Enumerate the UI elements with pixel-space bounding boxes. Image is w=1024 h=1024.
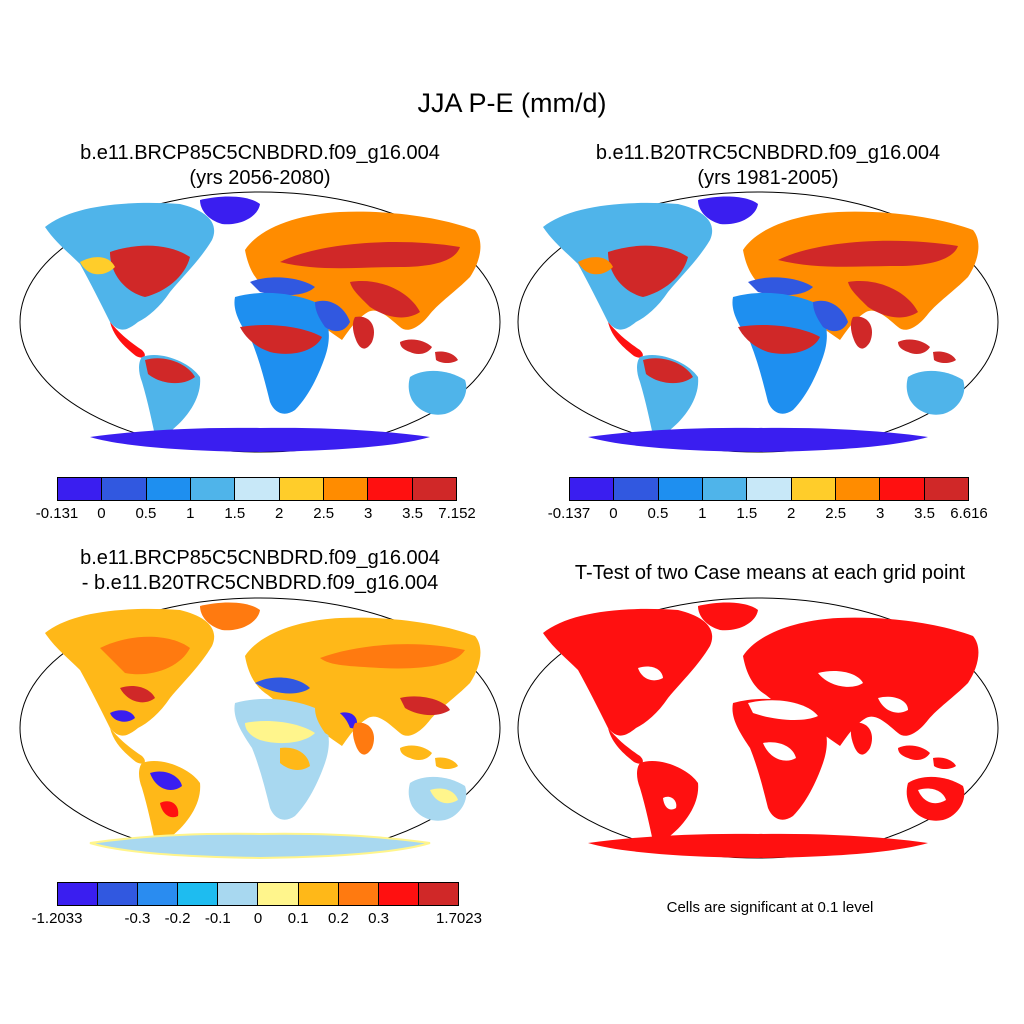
map-ttest-significance [517, 597, 999, 859]
colorbar-swatch [747, 478, 792, 500]
land-significant [543, 602, 979, 858]
colorbar-tick-label: 2.5 [313, 505, 335, 522]
colorbar-difference-labels: -1.2033 -0.3 -0.2 -0.1 0 0.1 0.2 0.3 1.7023 [32, 910, 482, 930]
colorbar-swatch [924, 478, 968, 500]
colorbar-tick-label: 0.1 [287, 910, 309, 927]
significance-note: Cells are significant at 0.1 level [666, 899, 874, 916]
colorbar-swatch [791, 478, 836, 500]
colorbar-tick-label: 1.5 [736, 505, 758, 522]
colorbar-tick-label: -0.3 [124, 910, 151, 927]
panel-title-difference-line2: - b.e11.B20TRC5CNBDRD.f09_g16.004 [81, 572, 439, 594]
panel-title-difference: b.e11.BRCP85C5CNBDRD.f09_g16.004 - b.e11… [20, 546, 500, 596]
colorbar-swatch [338, 883, 379, 905]
colorbar-tick-label: 3.5 [402, 505, 423, 522]
colorbar-tick-label: 1 [186, 505, 195, 522]
map-difference [19, 597, 501, 859]
colorbar-swatch [880, 478, 925, 500]
colorbar-difference [57, 882, 459, 906]
colorbar-swatch [146, 478, 191, 500]
colorbar-tick-label: 6.616 [950, 505, 988, 522]
colorbar-tick-label: 3.5 [914, 505, 935, 522]
colorbar-tick-label: 2 [787, 505, 796, 522]
colorbar-tick-label: -1.2033 [31, 910, 83, 927]
colorbar-swatch [258, 883, 299, 905]
map-future-climate [19, 191, 501, 453]
colorbar-tick-label: 0 [253, 910, 263, 927]
land-future [45, 196, 481, 452]
colorbar-historical-labels: -0.137 0 0.5 1 1.5 2 2.5 3 3.5 6.616 [548, 505, 988, 525]
panel-title-historical: b.e11.B20TRC5CNBDRD.f09_g16.004 (yrs 198… [528, 141, 1008, 191]
colorbar-tick-label: 0 [609, 505, 618, 522]
figure-title: JJA P-E (mm/d) [417, 88, 607, 118]
colorbar-swatch [835, 478, 881, 500]
colorbar-swatch [190, 478, 236, 500]
panel-title-future: b.e11.BRCP85C5CNBDRD.f09_g16.004 (yrs 20… [20, 141, 500, 191]
colorbar-swatch [279, 478, 324, 500]
colorbar-swatch [418, 883, 458, 905]
colorbar-tick-label: 2 [275, 505, 284, 522]
panel-title-future-line2: (yrs 2056-2080) [189, 167, 331, 189]
land-historical [543, 196, 979, 452]
colorbar-tick-label: 1.5 [224, 505, 246, 522]
panel-title-future-line1: b.e11.BRCP85C5CNBDRD.f09_g16.004 [80, 142, 440, 164]
colorbar-swatch [412, 478, 456, 500]
colorbar-swatch [218, 883, 259, 905]
colorbar-tick-label: -0.1 [204, 910, 231, 927]
colorbar-swatch [570, 478, 615, 500]
colorbar-swatch [178, 883, 219, 905]
colorbar-swatch [378, 883, 419, 905]
colorbar-tick-label: 1.7023 [436, 910, 482, 927]
colorbar-tick-label: 7.152 [438, 505, 476, 522]
colorbar-tick-label: 0.5 [647, 505, 669, 522]
colorbar-swatch [58, 883, 99, 905]
colorbar-historical [569, 477, 969, 501]
colorbar-swatch [235, 478, 280, 500]
colorbar-tick-label: 3 [875, 505, 885, 522]
colorbar-swatch [702, 478, 748, 500]
colorbar-tick-label: 3 [363, 505, 373, 522]
colorbar-future-labels: -0.131 0 0.5 1 1.5 2 2.5 3 3.5 7.152 [36, 505, 476, 525]
colorbar-swatch [323, 478, 369, 500]
panel-title-historical-line1: b.e11.B20TRC5CNBDRD.f09_g16.004 [595, 142, 941, 164]
colorbar-tick-label: -0.131 [35, 505, 79, 522]
colorbar-swatch [614, 478, 659, 500]
colorbar-swatch [58, 478, 103, 500]
panel-title-ttest: T-Test of two Case means at each grid po… [574, 562, 966, 584]
colorbar-tick-label: 1 [698, 505, 707, 522]
panel-title-difference-line1: b.e11.BRCP85C5CNBDRD.f09_g16.004 [80, 547, 440, 569]
colorbar-tick-label: -0.137 [547, 505, 591, 522]
panel-title-historical-line2: (yrs 1981-2005) [697, 167, 839, 189]
land-difference [45, 602, 481, 859]
colorbar-tick-label: 0.3 [368, 910, 390, 927]
colorbar-swatch [138, 883, 179, 905]
colorbar-swatch [368, 478, 413, 500]
colorbar-swatch [102, 478, 147, 500]
colorbar-tick-label: 2.5 [825, 505, 847, 522]
colorbar-tick-label: 0 [97, 505, 106, 522]
map-historical-climate [517, 191, 999, 453]
colorbar-swatch [98, 883, 139, 905]
colorbar-tick-label: -0.2 [164, 910, 191, 927]
colorbar-future [57, 477, 457, 501]
colorbar-tick-label: 0.5 [135, 505, 157, 522]
colorbar-swatch [298, 883, 339, 905]
colorbar-tick-label: 0.2 [327, 910, 349, 927]
colorbar-swatch [658, 478, 703, 500]
